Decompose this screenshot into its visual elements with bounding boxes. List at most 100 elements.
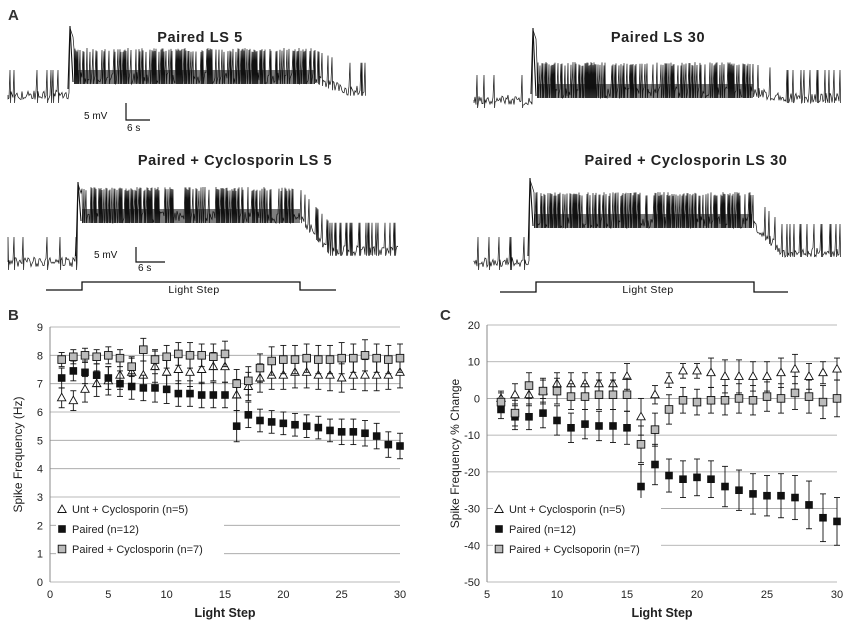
x-tick-label: 5 <box>105 589 111 601</box>
trace-line <box>7 183 399 271</box>
scale-s-label-2: 6 s <box>138 263 151 274</box>
x-tick-label: 25 <box>336 589 348 601</box>
data-point-paired <box>162 385 171 394</box>
data-point-paired-cyclosporin <box>69 352 78 362</box>
scale-s-label: 6 s <box>127 123 140 134</box>
trace-burst-band <box>82 209 300 223</box>
y-tick-label: -10 <box>464 430 480 442</box>
data-point-paired <box>665 471 673 480</box>
data-point-paired-cyclosporin <box>496 397 506 407</box>
data-point-paired-cyclosporin <box>104 351 113 360</box>
data-point-paired-cyclosporin <box>832 394 842 403</box>
scale-mv-label: 5 mV <box>84 111 108 122</box>
voltage-trace-cyclosporin-ls30 <box>473 177 841 271</box>
data-point-paired-cyclosporin <box>349 353 358 363</box>
data-point-paired <box>693 473 701 482</box>
data-point-unt-cyclosporin <box>748 370 758 380</box>
data-point-paired-cyclosporin <box>360 351 370 360</box>
data-point-paired <box>749 490 757 498</box>
data-point-paired-cyclosporin <box>325 355 335 364</box>
light-step-marker-left: Light Step <box>46 281 336 296</box>
data-point-paired-cyclosporin <box>636 440 646 449</box>
data-point-paired <box>279 419 288 428</box>
x-tick-label: 10 <box>161 589 173 601</box>
data-point-unt-cyclosporin <box>762 370 772 380</box>
data-point-paired-cyclosporin <box>608 390 618 400</box>
y-tick-label: 10 <box>468 357 480 369</box>
chart-b-spike-frequency: 0 1 2 3 4 5 6 7 8 9 0 5 10 15 20 25 30 Light Step Spike Fr… <box>11 322 406 620</box>
data-point-paired <box>763 491 771 500</box>
data-point-paired-cyclosporin <box>678 396 688 405</box>
y-tick-label: 3 <box>37 492 43 504</box>
legend-label: Paired + Cyclsoporin (n=7) <box>509 544 640 556</box>
data-point-paired-cyclosporin <box>127 362 136 371</box>
data-point-paired <box>721 482 729 491</box>
data-point-paired-cyclosporin <box>150 355 160 364</box>
trace-onset-spike <box>67 25 74 90</box>
data-point-paired <box>116 379 124 388</box>
x-tick-label: 20 <box>691 589 703 601</box>
trace-onset-spike <box>530 27 537 97</box>
light-step-label-right: Light Step <box>622 284 673 296</box>
legend-label: Paired (n=12) <box>509 524 576 536</box>
trace-onset-spike <box>527 177 534 257</box>
data-point-paired-cyclosporin <box>706 396 716 405</box>
data-point-paired-cyclosporin <box>748 396 758 405</box>
data-point-paired <box>553 416 561 425</box>
chart-c-percent-change: -50 -40 -30 -20 -10 0 10 20 5 10 15 20 25 30 Light Ste… <box>448 320 843 620</box>
data-point-paired-cyclosporin <box>720 396 730 405</box>
data-point-unt-cyclosporin <box>336 372 347 382</box>
panel-a-letter: A <box>8 7 19 24</box>
data-point-paired-cyclosporin <box>139 345 148 354</box>
x-tick-label: 20 <box>277 589 289 601</box>
y-tick-label: -40 <box>464 540 480 552</box>
data-point-paired <box>326 426 334 435</box>
y-tick-label: 0 <box>37 577 43 589</box>
y-tick-label: 4 <box>37 464 43 476</box>
data-point-paired <box>581 420 589 428</box>
data-point-unt-cyclosporin <box>706 367 716 377</box>
data-point-paired <box>609 422 617 430</box>
data-point-paired-cyclosporin <box>279 355 288 364</box>
x-tick-label: 30 <box>831 589 843 601</box>
data-point-paired <box>244 411 253 419</box>
y-tick-label: 20 <box>468 320 480 332</box>
legend-label: Unt + Cyclosporin (n=5) <box>72 504 188 516</box>
data-point-unt-cyclosporin <box>790 363 800 373</box>
data-point-paired-cyclosporin <box>818 397 828 407</box>
data-point-paired <box>679 475 687 483</box>
data-point-paired <box>139 384 148 392</box>
data-point-paired-cyclosporin <box>209 352 218 362</box>
data-point-paired-cyclosporin <box>762 392 772 401</box>
data-point-paired <box>81 368 89 377</box>
legend-label: Paired (n=12) <box>72 524 139 536</box>
data-point-unt-cyclosporin <box>56 392 67 402</box>
data-point-paired-cyclosporin <box>524 381 534 390</box>
data-point-paired <box>337 428 346 436</box>
data-point-paired <box>221 391 229 399</box>
data-point-unt-cyclosporin <box>348 369 359 379</box>
scale-bar-bottom: 5 mV 6 s <box>94 247 165 274</box>
data-point-paired <box>735 486 743 495</box>
data-point-paired-cyclosporin <box>115 353 125 363</box>
data-point-paired <box>92 371 101 379</box>
trace-onset-spike <box>75 181 82 257</box>
data-point-paired-cyclosporin <box>804 392 814 401</box>
data-point-paired-cyclosporin <box>384 355 393 364</box>
data-point-paired <box>267 418 276 426</box>
y-tick-label: 2 <box>37 520 43 532</box>
data-point-paired <box>104 374 113 382</box>
data-point-unt-cyclosporin <box>68 395 79 405</box>
x-tick-label: 25 <box>761 589 773 601</box>
data-point-unt-cyclosporin <box>360 369 370 379</box>
y-tick-label: 7 <box>37 379 43 391</box>
x-tick-label: 15 <box>621 589 633 601</box>
data-point-paired-cyclosporin <box>372 353 381 363</box>
legend-marker <box>57 504 67 513</box>
data-point-paired-cyclosporin <box>174 349 183 359</box>
data-point-paired <box>819 513 827 522</box>
data-point-paired <box>833 517 841 526</box>
data-point-paired-cyclosporin <box>314 355 323 364</box>
data-point-paired-cyclosporin <box>244 376 253 386</box>
data-point-paired <box>256 416 264 425</box>
